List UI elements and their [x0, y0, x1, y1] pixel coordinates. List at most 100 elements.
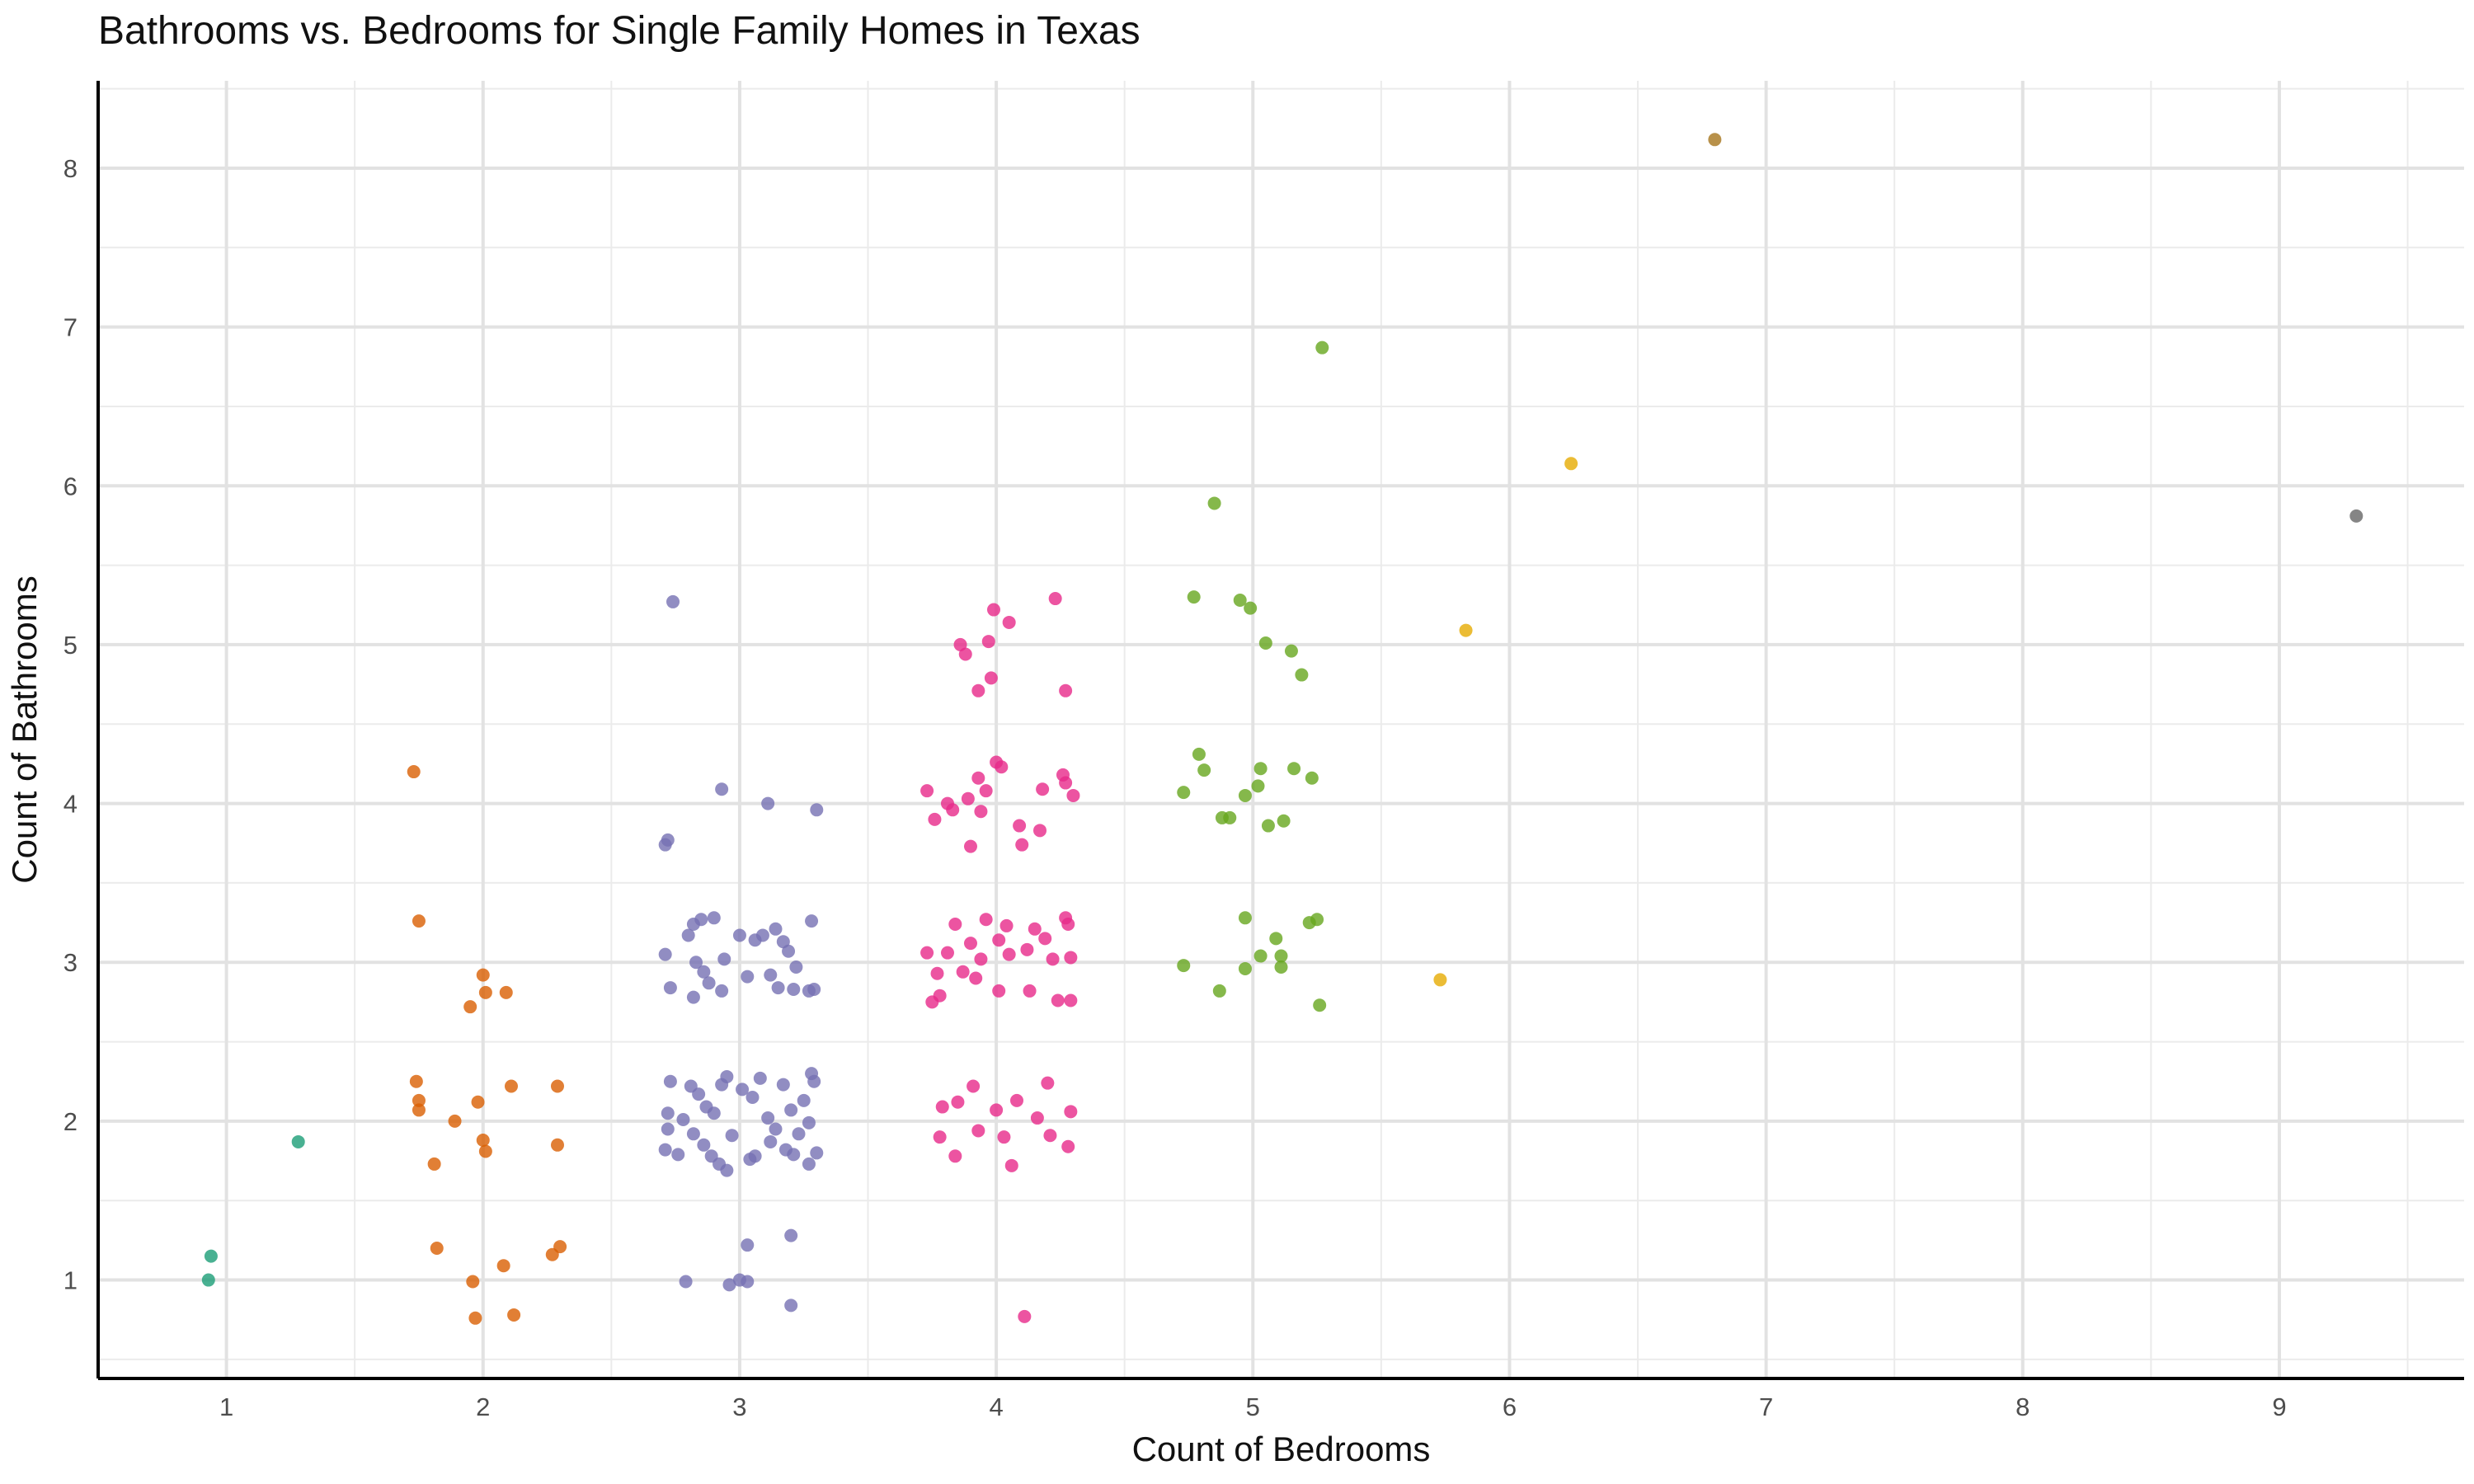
data-point — [1177, 959, 1191, 973]
data-point — [1048, 592, 1062, 606]
data-point — [1032, 824, 1047, 838]
data-point — [702, 976, 716, 990]
data-point — [412, 1093, 426, 1107]
data-point — [707, 911, 721, 925]
x-tick-label: 5 — [1246, 1392, 1260, 1421]
data-point — [971, 1124, 985, 1138]
data-point — [681, 928, 695, 942]
data-point — [789, 960, 803, 974]
data-point — [784, 1228, 798, 1242]
data-point — [776, 1078, 790, 1092]
data-point — [1041, 1076, 1055, 1090]
data-point — [448, 1114, 462, 1128]
data-point — [979, 784, 993, 798]
data-point — [1018, 1309, 1032, 1323]
data-point — [1004, 1158, 1018, 1172]
y-tick-label: 5 — [63, 631, 78, 660]
data-point — [1061, 918, 1075, 932]
data-point — [732, 928, 746, 942]
data-point — [787, 982, 801, 996]
data-point — [1059, 776, 1073, 790]
data-point — [753, 1071, 767, 1085]
x-tick-label: 3 — [732, 1392, 746, 1421]
x-tick-label: 7 — [1759, 1392, 1773, 1421]
data-point — [2349, 509, 2363, 523]
data-point — [1002, 615, 1016, 629]
data-point — [1023, 984, 1037, 998]
data-point — [1192, 747, 1206, 761]
data-point — [963, 937, 977, 951]
data-point — [745, 1090, 760, 1104]
data-point — [407, 765, 421, 779]
data-point — [476, 1134, 490, 1148]
data-point — [787, 1148, 801, 1162]
data-point — [920, 784, 934, 798]
data-point — [761, 796, 775, 810]
data-point — [507, 1308, 521, 1322]
data-point — [1708, 133, 1722, 147]
data-point — [974, 952, 988, 966]
data-point — [504, 1079, 518, 1093]
data-point — [463, 1000, 477, 1014]
data-point — [661, 1106, 675, 1120]
data-point — [663, 981, 677, 995]
data-point — [990, 1103, 1004, 1117]
data-point — [553, 1240, 567, 1254]
data-point — [1459, 623, 1473, 637]
data-point — [707, 1106, 721, 1120]
data-point — [496, 1259, 510, 1273]
data-point — [1064, 993, 1078, 1007]
data-point — [720, 1069, 734, 1083]
data-point — [1020, 942, 1034, 956]
data-point — [1009, 1093, 1023, 1107]
data-point — [963, 839, 977, 853]
data-point — [769, 922, 783, 936]
y-tick-label: 2 — [63, 1107, 78, 1136]
data-point — [204, 1249, 218, 1263]
data-point — [1066, 788, 1080, 802]
chart-title: Bathrooms vs. Bedrooms for Single Family… — [98, 9, 1141, 53]
data-point — [694, 913, 708, 927]
data-point — [412, 1103, 426, 1117]
data-point — [1233, 593, 1247, 607]
data-point — [764, 1134, 778, 1148]
data-point — [802, 1115, 816, 1129]
data-point — [1287, 762, 1301, 776]
data-point — [969, 971, 983, 985]
data-point — [1002, 947, 1016, 961]
data-point — [427, 1157, 441, 1171]
x-tick-label: 6 — [1503, 1392, 1517, 1421]
data-point — [1177, 786, 1191, 800]
data-point — [951, 1095, 965, 1109]
y-tick-label: 6 — [63, 472, 78, 500]
x-tick-label: 8 — [2015, 1392, 2030, 1421]
data-point — [948, 918, 962, 932]
data-point — [979, 913, 993, 927]
data-point — [971, 683, 985, 697]
data-point — [676, 1112, 690, 1126]
data-point — [986, 603, 1000, 617]
data-point — [1036, 782, 1050, 796]
data-point — [1313, 998, 1327, 1012]
data-point — [807, 982, 821, 996]
data-point — [935, 1100, 949, 1114]
data-point — [715, 782, 729, 796]
data-point — [995, 760, 1009, 774]
data-point — [412, 914, 426, 928]
data-point — [933, 989, 947, 1003]
data-point — [1274, 949, 1288, 963]
data-point — [717, 952, 731, 966]
data-point — [1064, 1105, 1078, 1119]
data-point — [741, 1275, 755, 1289]
data-point — [1238, 911, 1252, 925]
data-point — [1051, 993, 1065, 1007]
data-point — [1310, 913, 1324, 927]
data-point — [1315, 340, 1329, 355]
data-point — [741, 1238, 755, 1252]
data-point — [920, 946, 934, 960]
data-point — [658, 947, 672, 961]
data-point — [784, 1298, 798, 1313]
data-point — [725, 1129, 739, 1143]
y-axis-title: Count of Bathrooms — [5, 575, 44, 884]
data-point — [984, 671, 998, 685]
